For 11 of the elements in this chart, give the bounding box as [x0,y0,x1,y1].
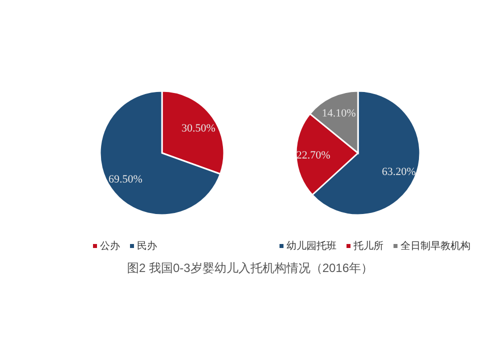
legend-label: 幼儿园托班 [286,240,336,252]
data-label: 14.10% [322,108,356,120]
data-label: 30.50% [182,122,216,134]
legend-label: 民办 [137,240,157,252]
legend-label: 全日制早教机构 [400,240,470,252]
legend-label: 公办 [100,240,120,252]
legend-label: 托儿所 [352,240,384,252]
data-label: 22.70% [296,149,330,162]
data-label: 69.50% [108,174,142,186]
caption: 图2 我国0-3岁婴幼儿入托机构情况（2016年） [126,260,374,277]
data-label: 63.20% [382,166,416,178]
